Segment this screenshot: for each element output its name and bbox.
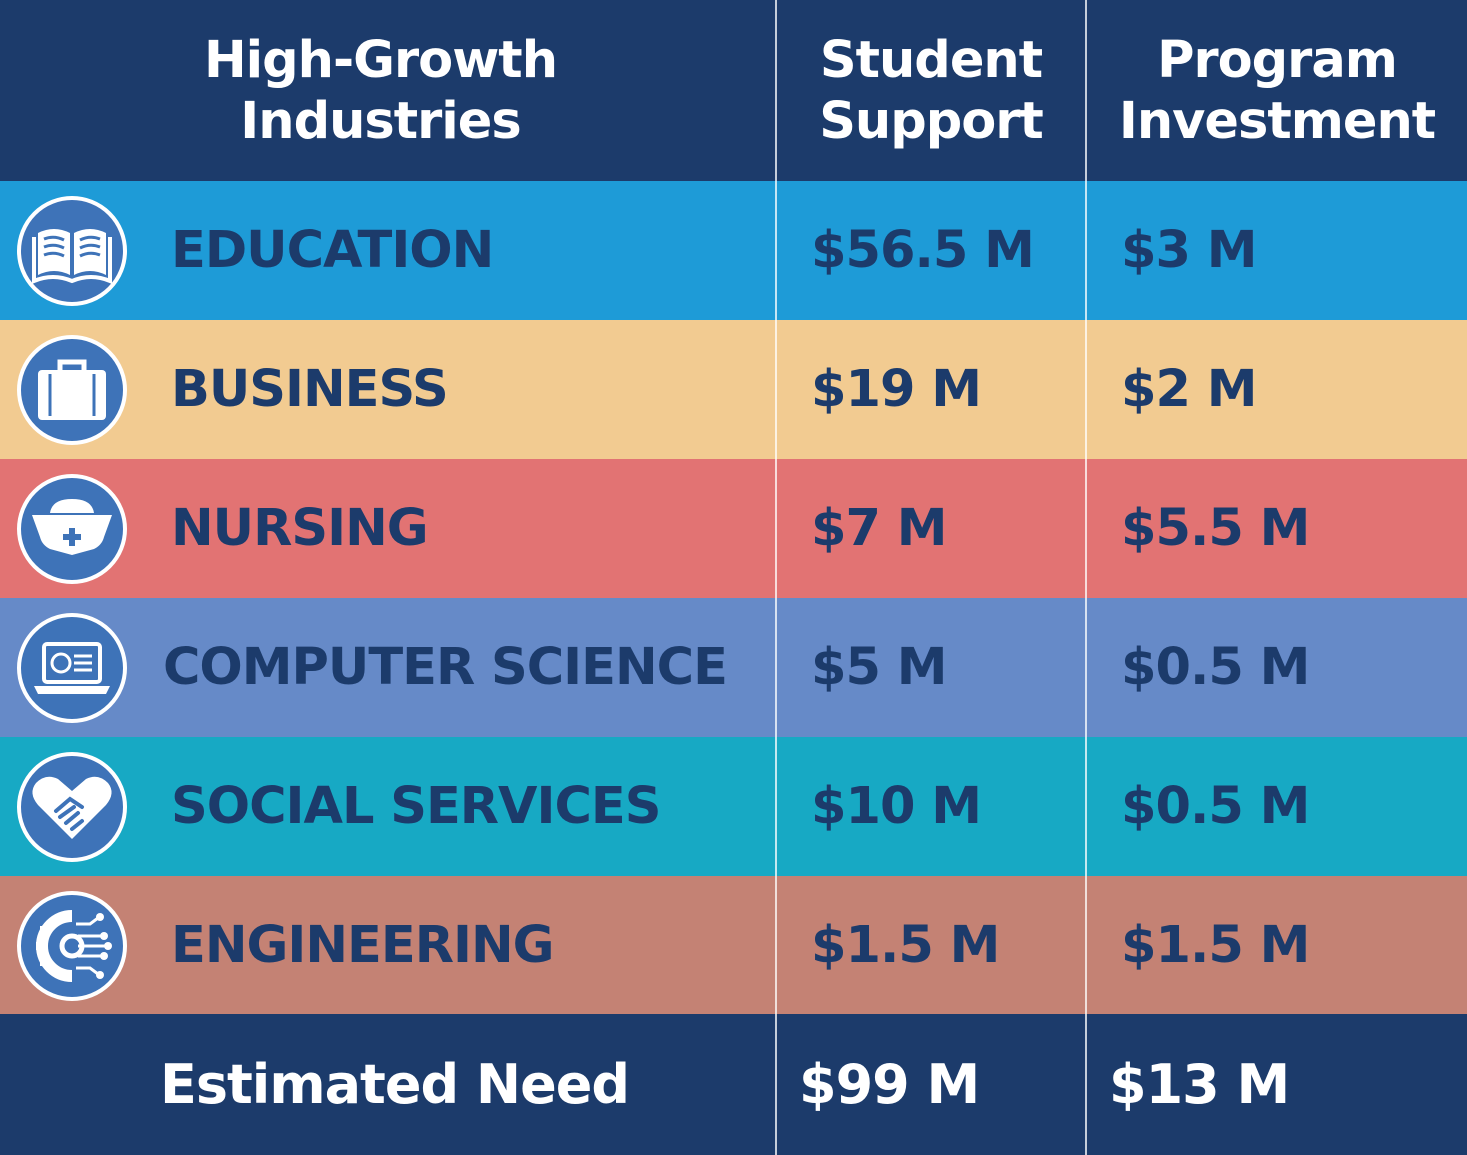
industry-name: SOCIAL SERVICES <box>171 777 661 836</box>
student-support-value: $1.5 M <box>811 915 1000 975</box>
industry-name: NURSING <box>171 499 429 558</box>
laptop-icon <box>16 612 128 724</box>
student-support-value: $56.5 M <box>811 221 1035 280</box>
program-investment-cell: $3 M <box>1085 181 1467 320</box>
program-investment-value: $5.5 M <box>1121 499 1310 558</box>
table-footer-row: Estimated Need $99 M $13 M <box>0 1014 1467 1155</box>
gear-circuit-icon <box>16 890 128 1002</box>
student-support-cell: $1.5 M <box>775 876 1085 1014</box>
student-support-cell: $19 M <box>775 320 1085 459</box>
program-investment-cell: $5.5 M <box>1085 459 1467 598</box>
student-support-cell: $7 M <box>775 459 1085 598</box>
table-row: BUSINESS $19 M $2 M <box>0 320 1467 459</box>
table-row: COMPUTER SCIENCE $5 M $0.5 M <box>0 598 1467 737</box>
header-student-support-line2: Support <box>819 91 1044 151</box>
industry-name: COMPUTER SCIENCE <box>163 638 728 697</box>
table-header: High-Growth Industries Student Support Pro… <box>0 0 1467 181</box>
total-program-investment-cell: $13 M <box>1085 1014 1467 1155</box>
industry-name: ENGINEERING <box>171 915 555 975</box>
industry-cell: ENGINEERING <box>0 876 775 1014</box>
header-program-investment-line2: Investment <box>1118 91 1436 151</box>
header-program-investment: Program Investment <box>1085 0 1467 181</box>
industry-cell: EDUCATION <box>0 181 775 320</box>
program-investment-value: $0.5 M <box>1121 638 1310 697</box>
total-label: Estimated Need <box>159 1053 630 1116</box>
industry-name: EDUCATION <box>171 221 494 280</box>
total-student-support: $99 M <box>799 1053 980 1116</box>
total-label-cell: Estimated Need <box>0 1014 775 1155</box>
industry-cell: SOCIAL SERVICES <box>0 737 775 876</box>
header-program-investment-line1: Program <box>1157 30 1398 90</box>
industry-name: BUSINESS <box>171 360 449 419</box>
student-support-value: $10 M <box>811 777 982 836</box>
program-investment-value: $0.5 M <box>1121 777 1310 836</box>
student-support-cell: $56.5 M <box>775 181 1085 320</box>
industry-cell: NURSING <box>0 459 775 598</box>
header-industries-line2: Industries <box>240 91 521 151</box>
program-investment-cell: $2 M <box>1085 320 1467 459</box>
nurse-cap-icon <box>16 473 128 585</box>
program-investment-value: $2 M <box>1121 360 1257 419</box>
header-student-support: Student Support <box>775 0 1085 181</box>
table-row: NURSING $7 M $5.5 M <box>0 459 1467 598</box>
header-student-support-line1: Student <box>819 30 1043 90</box>
program-investment-value: $1.5 M <box>1121 915 1310 975</box>
header-industries: High-Growth Industries <box>0 0 775 181</box>
total-program-investment: $13 M <box>1109 1053 1290 1116</box>
industry-cell: BUSINESS <box>0 320 775 459</box>
table-row: SOCIAL SERVICES $10 M $0.5 M <box>0 737 1467 876</box>
table-row: ENGINEERING $1.5 M $1.5 M <box>0 876 1467 1014</box>
total-student-support-cell: $99 M <box>775 1014 1085 1155</box>
briefcase-icon <box>16 334 128 446</box>
heart-handshake-icon <box>16 751 128 863</box>
table-row: EDUCATION $56.5 M $3 M <box>0 181 1467 320</box>
program-investment-cell: $0.5 M <box>1085 737 1467 876</box>
open-book-icon <box>16 195 128 307</box>
industry-cell: COMPUTER SCIENCE <box>0 598 775 737</box>
student-support-value: $7 M <box>811 499 947 558</box>
program-investment-value: $3 M <box>1121 221 1257 280</box>
student-support-value: $5 M <box>811 638 947 697</box>
program-investment-cell: $0.5 M <box>1085 598 1467 737</box>
header-industries-line1: High-Growth <box>204 30 558 90</box>
student-support-value: $19 M <box>811 360 982 419</box>
student-support-cell: $10 M <box>775 737 1085 876</box>
student-support-cell: $5 M <box>775 598 1085 737</box>
program-investment-cell: $1.5 M <box>1085 876 1467 1014</box>
